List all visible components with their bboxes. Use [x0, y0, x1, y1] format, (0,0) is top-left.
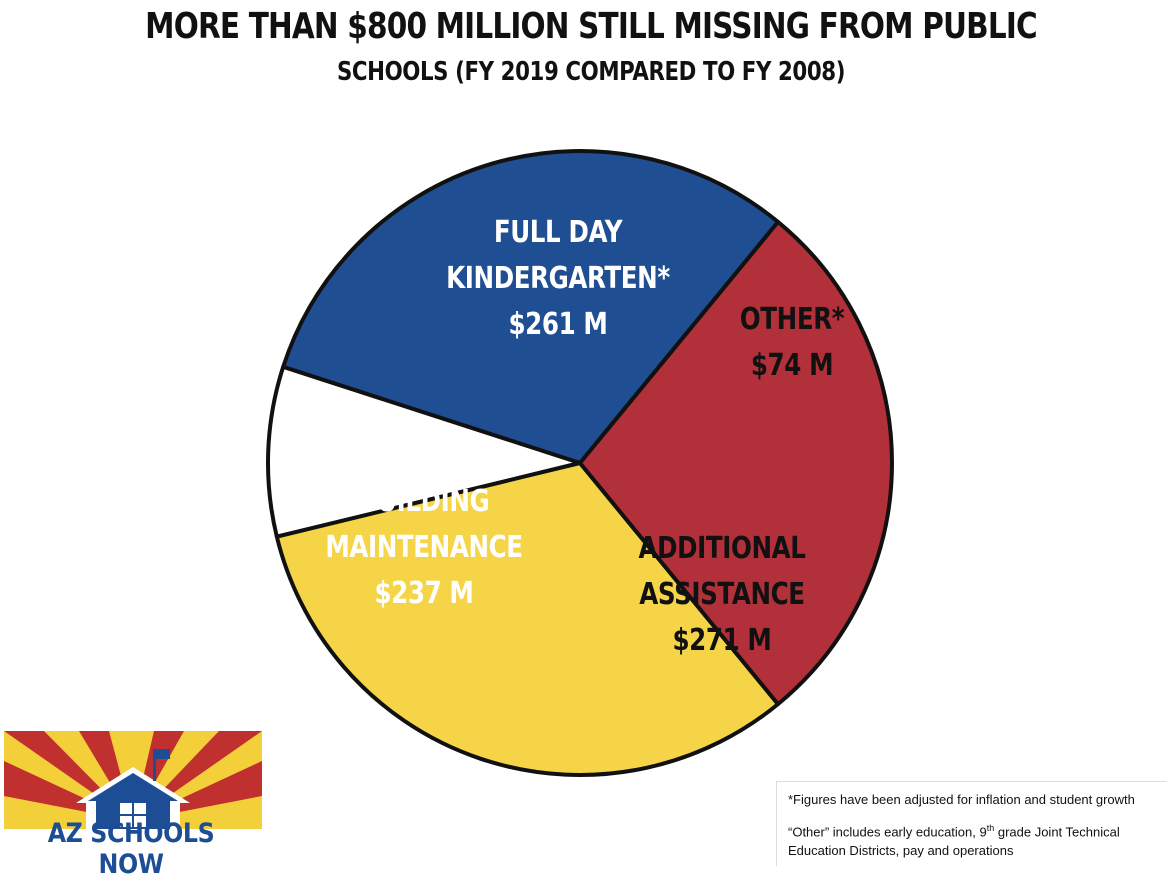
- pie-slice-1: [266, 364, 582, 539]
- footnotes: *Figures have been adjusted for inflatio…: [776, 781, 1167, 866]
- slice-label-0: FULL DAY KINDERGARTEN* $261 M: [446, 216, 670, 342]
- footnote-other: “Other” includes early education, 9th gr…: [788, 823, 1120, 859]
- chart-subtitle: SCHOOLS (FY 2019 COMPARED TO FY 2008): [336, 57, 846, 87]
- slice-label-2: ADDITIONAL ASSISTANCE $271 M: [638, 532, 805, 658]
- pie-slice-3: [578, 219, 894, 707]
- footnote-adjusted: *Figures have been adjusted for inflatio…: [788, 792, 1135, 807]
- pie-slice-2: [274, 461, 780, 777]
- pie-slice-0: [281, 149, 781, 465]
- chart-title: MORE THAN $800 MILLION STILL MISSING FRO…: [145, 6, 1037, 47]
- logo-sunburst-house-icon: [4, 731, 262, 866]
- logo-text: AZ SCHOOLS NOW: [47, 818, 215, 880]
- slice-label-1: OTHER* $74 M: [740, 303, 844, 383]
- az-schools-now-logo: [4, 731, 262, 866]
- slice-label-3: BUILDING MAINTENANCE $237 M: [325, 485, 522, 611]
